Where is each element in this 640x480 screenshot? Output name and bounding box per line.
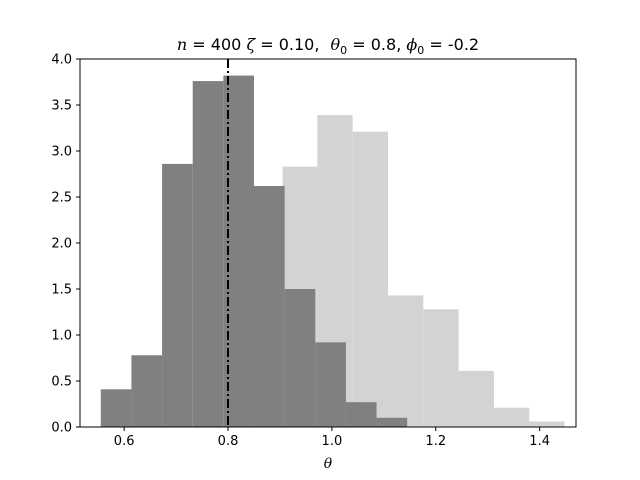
histogram-bar-s0-6 (493, 407, 530, 427)
histogram-bar-s1-1 (131, 355, 163, 427)
chart-title: n = 400 ζ = 0.10, θ0 = 0.8, ϕ0 = -0.2 (177, 35, 479, 58)
title-phi0-sub: 0 (417, 44, 424, 57)
title-zeta-value: 0.10, (279, 35, 320, 54)
y-tick-label: 3.0 (51, 145, 72, 160)
histogram-bar-s0-3 (387, 295, 424, 427)
x-tick-label: 1.2 (425, 434, 446, 449)
histogram-bar-s1-6 (284, 289, 316, 427)
x-tick-label: 0.6 (114, 434, 135, 449)
y-tick-label: 0.5 (51, 375, 72, 390)
title-n-value: 400 (211, 35, 242, 54)
histogram-bar-s1-2 (162, 163, 193, 427)
x-tick-label: 1.0 (322, 434, 343, 449)
histogram-bar-s1-0 (100, 389, 132, 427)
y-tick-label: 4.0 (51, 53, 72, 68)
title-phi0-value: -0.2 (448, 35, 479, 54)
histogram-bar-s0-7 (529, 421, 565, 427)
x-tick-label: 0.8 (218, 434, 239, 449)
y-tick-label: 0.0 (51, 421, 72, 436)
title-theta0-value: 0.8, (371, 35, 402, 54)
histogram-bar-s1-7 (315, 342, 346, 427)
title-equals-2: = (260, 35, 273, 54)
histogram-bar-s1-9 (376, 417, 408, 427)
y-tick-label: 1.0 (51, 329, 72, 344)
title-phi0-symbol: ϕ (406, 35, 417, 54)
title-equals-1: = (192, 35, 205, 54)
plot-frame (79, 58, 577, 428)
histogram-bar-s1-3 (192, 81, 224, 427)
x-axis-label: θ (324, 456, 333, 472)
histogram-bar-s0-2 (352, 131, 388, 427)
histogram-bar-s1-8 (345, 402, 377, 427)
y-tick-label: 3.5 (51, 99, 72, 114)
x-axis: 0.6 0.8 1.0 1.2 1.4 (114, 427, 550, 449)
y-tick-label: 2.0 (51, 237, 72, 252)
y-tick-label: 2.5 (51, 191, 72, 206)
histogram-bar-s0-4 (423, 309, 459, 427)
title-theta0-symbol: θ (331, 35, 341, 54)
title-equals-3: = (352, 35, 365, 54)
title-equals-4: = (429, 35, 442, 54)
histogram-bar-s0-5 (458, 370, 494, 427)
y-tick-label: 1.5 (51, 283, 72, 298)
y-axis: 0.0 0.5 1.0 1.5 2.0 2.5 3.0 3.5 4.0 (51, 53, 80, 436)
title-n-symbol: n (177, 35, 187, 54)
title-theta0-sub: 0 (340, 44, 347, 57)
title-zeta-symbol: ζ (246, 35, 256, 54)
histogram-bar-s1-5 (253, 185, 285, 427)
x-tick-label: 1.4 (529, 434, 550, 449)
